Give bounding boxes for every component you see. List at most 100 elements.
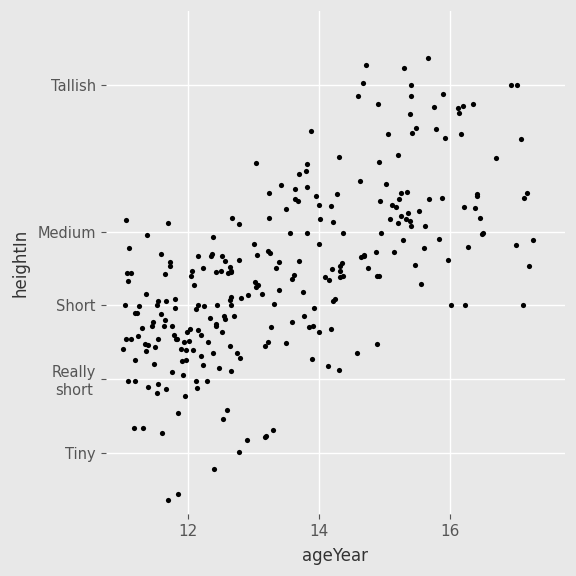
Point (373, 339, 382, 348)
Point (438, 89, 448, 98)
Point (372, 247, 381, 256)
Point (339, 272, 348, 281)
Point (220, 315, 229, 324)
Point (170, 331, 179, 340)
Point (142, 230, 151, 240)
Point (189, 346, 198, 355)
Point (121, 334, 130, 343)
Point (250, 278, 259, 287)
Point (298, 287, 308, 297)
Point (181, 355, 190, 365)
Point (252, 282, 261, 291)
Point (161, 297, 170, 306)
Point (315, 215, 324, 224)
Point (282, 338, 291, 347)
Y-axis label: heightIn: heightIn (11, 228, 29, 297)
Point (226, 367, 236, 376)
Point (524, 261, 533, 270)
Point (285, 229, 294, 238)
Point (185, 325, 195, 334)
Point (331, 294, 340, 304)
Point (394, 219, 403, 228)
Point (127, 268, 136, 278)
Point (355, 177, 365, 186)
Point (374, 157, 384, 166)
Point (226, 267, 236, 276)
Point (153, 388, 162, 397)
Point (294, 169, 304, 179)
Point (213, 301, 222, 310)
Point (226, 295, 235, 305)
Point (198, 263, 207, 272)
Point (160, 316, 169, 325)
Point (164, 495, 173, 505)
Point (226, 293, 236, 302)
Point (202, 376, 211, 385)
Point (149, 317, 158, 326)
Point (455, 108, 464, 118)
Point (383, 130, 392, 139)
Point (179, 370, 188, 380)
Point (134, 301, 143, 310)
Point (520, 193, 529, 202)
Point (335, 153, 344, 162)
Point (314, 240, 324, 249)
Point (170, 304, 179, 313)
Point (460, 301, 469, 310)
Point (491, 154, 501, 163)
Point (435, 234, 444, 243)
Point (446, 301, 456, 310)
Point (335, 266, 344, 275)
Point (397, 188, 406, 198)
Point (190, 281, 199, 290)
Point (153, 380, 162, 389)
Point (431, 124, 441, 134)
Point (373, 100, 382, 109)
Point (179, 338, 188, 347)
Point (149, 360, 158, 369)
Point (376, 196, 385, 206)
Point (363, 263, 373, 272)
Point (143, 383, 153, 392)
Point (275, 258, 284, 267)
Point (236, 353, 245, 362)
Point (459, 202, 468, 211)
Point (223, 268, 233, 277)
Point (209, 464, 218, 473)
Point (137, 323, 146, 332)
Point (123, 377, 132, 386)
Point (338, 229, 347, 238)
Point (302, 183, 311, 192)
Point (211, 319, 220, 328)
Point (377, 228, 386, 237)
Point (388, 200, 397, 209)
Point (177, 357, 187, 366)
Point (252, 251, 261, 260)
Point (440, 133, 449, 142)
Point (260, 433, 270, 442)
Point (119, 345, 128, 354)
Point (306, 126, 316, 135)
Point (268, 426, 278, 435)
Point (243, 291, 252, 300)
Point (187, 271, 196, 281)
Point (353, 349, 362, 358)
Point (226, 267, 235, 276)
Point (472, 192, 482, 201)
Point (193, 300, 202, 309)
Point (375, 271, 384, 281)
Point (392, 203, 401, 212)
Point (302, 229, 312, 238)
Point (192, 383, 202, 392)
Point (420, 222, 429, 231)
Point (398, 236, 407, 245)
Point (528, 235, 537, 244)
Point (159, 321, 168, 330)
Point (249, 240, 258, 249)
Point (152, 300, 161, 309)
Point (396, 211, 405, 221)
Point (133, 332, 142, 341)
Point (218, 327, 227, 336)
Point (168, 321, 177, 331)
Point (407, 91, 416, 100)
